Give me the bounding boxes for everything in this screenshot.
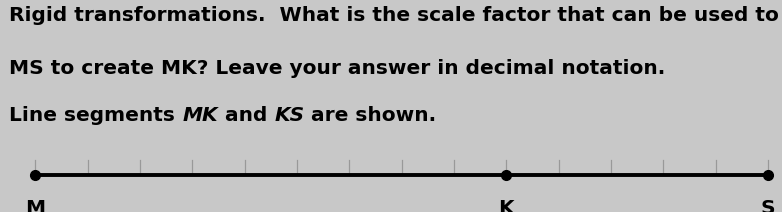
Text: and: and [218,106,274,125]
Text: MK: MK [182,106,218,125]
Text: K: K [498,199,514,212]
Text: Line segments: Line segments [9,106,182,125]
Text: S: S [761,199,775,212]
Text: Rigid transformations.  What is the scale factor that can be used to dilate: Rigid transformations. What is the scale… [9,6,782,25]
Text: are shown.: are shown. [304,106,436,125]
Text: M: M [25,199,45,212]
Text: MS to create MK? Leave your answer in decimal notation.: MS to create MK? Leave your answer in de… [9,59,665,78]
Text: KS: KS [274,106,304,125]
